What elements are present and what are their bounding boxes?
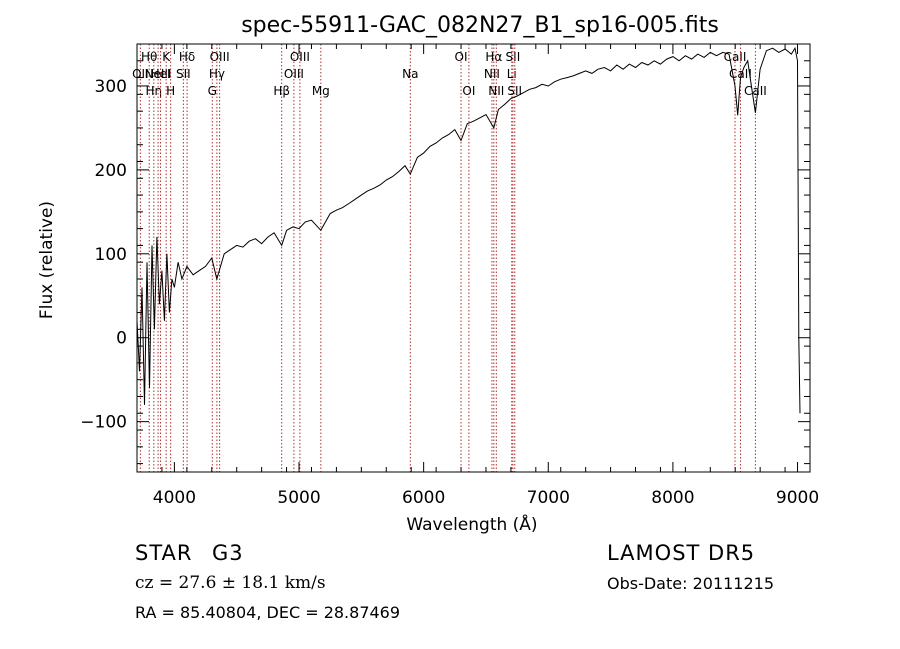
coordinates: RA = 85.40804, DEC = 28.87469	[135, 603, 401, 622]
x-tick-label: 7000	[527, 488, 570, 508]
line-marker-label-19: NII	[484, 67, 500, 81]
plot-frame	[136, 43, 811, 473]
subclass: G3	[212, 541, 244, 565]
line-marker-label-24: SII	[507, 84, 522, 98]
x-tick-label: 9000	[776, 488, 819, 508]
x-axis-label: Wavelength (Å)	[406, 513, 537, 535]
line-marker-label-27: CaII	[744, 84, 767, 98]
line-marker-label-26: CaII	[729, 67, 752, 81]
line-marker-label-15: Mg	[312, 84, 330, 98]
chart-title: spec-55911-GAC_082N27_B1_sp16-005.fits	[241, 13, 719, 38]
y-tick-label: 0	[116, 329, 127, 349]
line-marker-label-1: Hθ	[141, 50, 157, 64]
line-marker-label-7: SII	[176, 67, 191, 81]
line-marker-label-25: CaII	[724, 50, 747, 64]
x-axis-ticks: 4000 5000 6000 7000 8000 9000	[136, 44, 819, 508]
x-tick-label: 8000	[651, 488, 694, 508]
line-marker-label-16: Na	[402, 67, 418, 81]
y-axis-label: Flux (relative)	[37, 201, 57, 319]
x-tick-label: 5000	[277, 488, 320, 508]
line-marker-label-5: K	[162, 50, 171, 64]
line-marker-label-22: Li	[507, 67, 517, 81]
line-marker-label-18: OI	[462, 84, 475, 98]
y-tick-label: 100	[95, 245, 127, 265]
survey-name: LAMOST DR5	[607, 541, 756, 565]
x-tick-label: 6000	[402, 488, 445, 508]
x-tick-label: 4000	[153, 488, 196, 508]
y-tick-label: 200	[95, 161, 127, 181]
line-marker-label-9: G	[208, 84, 217, 98]
line-marker-label-13: OIII	[284, 67, 304, 81]
line-marker-label-14: OIII	[290, 50, 310, 64]
y-tick-label: 300	[95, 77, 127, 97]
spectrum-line	[136, 46, 801, 414]
y-axis-ticks: −100 0 100 200 300	[80, 60, 810, 465]
line-marker-label-11: OIII	[210, 50, 230, 64]
y-tick-label: −100	[80, 413, 127, 433]
object-type: STAR	[135, 541, 193, 565]
line-marker-label-17: OI	[455, 50, 468, 64]
line-marker-label-6: H	[166, 84, 175, 98]
line-marker-label-8: Hδ	[179, 50, 195, 64]
line-marker-label-12: Hβ	[273, 84, 290, 98]
line-marker-label-20: Hα	[485, 50, 502, 64]
line-markers: OIIHθHηNeIIIHeIKHSIIHδGHγOIIIHβOIIIOIIIM…	[132, 44, 767, 472]
line-marker-label-10: Hγ	[209, 67, 225, 81]
line-marker-label-0: OII	[132, 67, 149, 81]
line-marker-label-23: SII	[506, 50, 521, 64]
line-marker-label-4: HeI	[151, 67, 171, 81]
line-marker-label-3: NeIII	[145, 67, 172, 81]
redshift-value: cz = 27.6 ± 18.1 km/s	[135, 573, 326, 593]
observation-date: Obs-Date: 20111215	[607, 574, 775, 593]
line-marker-label-21: NII	[488, 84, 504, 98]
